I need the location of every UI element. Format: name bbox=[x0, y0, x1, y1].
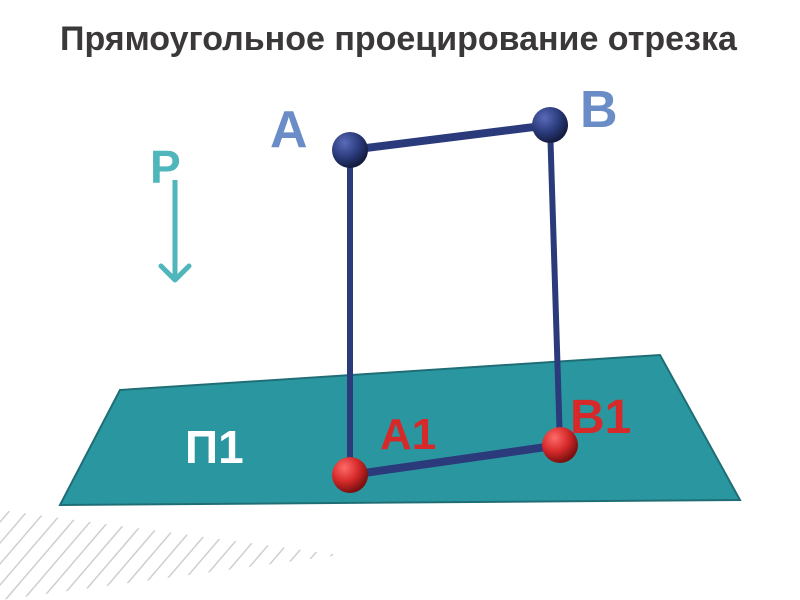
label-p: Р bbox=[150, 140, 181, 194]
point-a bbox=[332, 132, 368, 168]
label-b: В bbox=[580, 80, 618, 140]
point-a1 bbox=[332, 457, 368, 493]
projection-diagram bbox=[0, 0, 800, 600]
diagram-stage: Прямоугольное проецирование отрезка bbox=[0, 0, 800, 600]
label-a1: А1 bbox=[380, 410, 436, 460]
label-pi1: П1 bbox=[185, 420, 244, 474]
point-b bbox=[532, 107, 568, 143]
label-a: А bbox=[270, 100, 308, 160]
label-b1: В1 bbox=[570, 390, 631, 445]
direction-arrow bbox=[161, 180, 189, 280]
segment-ab bbox=[350, 125, 550, 150]
